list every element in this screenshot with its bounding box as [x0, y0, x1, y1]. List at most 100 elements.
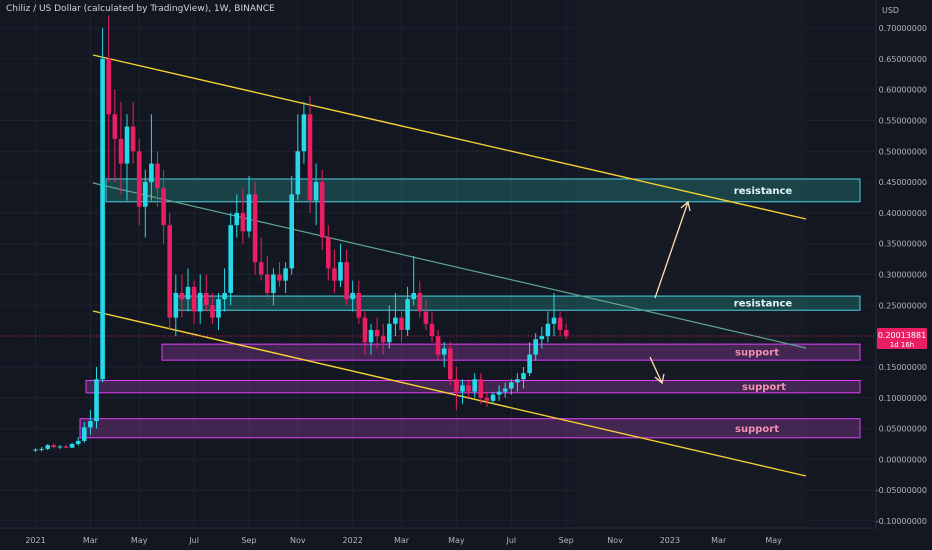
candle-body: [411, 292, 416, 300]
x-tick-label: 2021: [25, 536, 45, 545]
candle-body: [130, 126, 136, 152]
projection-arrows: [649, 200, 691, 385]
candle-body: [313, 182, 319, 201]
candle-body: [173, 292, 179, 318]
x-tick-label: Nov: [607, 536, 623, 545]
candle-body: [551, 317, 557, 324]
grid: [0, 0, 876, 528]
candle-body: [246, 194, 252, 232]
x-tick-label: May: [448, 536, 465, 545]
candle-body: [204, 292, 209, 306]
y-tick-label: 0.05000000: [879, 425, 927, 434]
x-axis[interactable]: 2021 Mar May Jul Sep Nov 2022 Mar May Jul Sep Nov 20…: [25, 536, 782, 545]
y-tick-label: 0.00000000: [879, 455, 927, 464]
y-tick-label: 0.15000000: [879, 363, 927, 372]
y-tick-label: 0.45000000: [879, 178, 927, 187]
arrow-down-line: [649, 356, 663, 384]
candle-body: [258, 262, 264, 275]
candle-body: [216, 299, 221, 318]
candle-body: [496, 391, 502, 395]
candle-body: [521, 373, 526, 380]
channel-upper-line[interactable]: [92, 54, 807, 220]
candle-body: [539, 336, 545, 340]
candle-body: [94, 379, 99, 422]
chart-title: Chiliz / US Dollar (calculated by Tradin…: [6, 4, 275, 14]
candle-body: [234, 212, 240, 226]
candle-body: [289, 194, 294, 269]
candle-body: [527, 354, 532, 374]
x-tick-label: Mar: [394, 536, 410, 545]
price-tag-box: [877, 328, 927, 350]
y-tick-label: 0.25000000: [879, 301, 927, 310]
candle-body: [454, 379, 459, 392]
candle-body: [417, 292, 423, 312]
candle-body: [338, 262, 343, 281]
candle-body: [149, 163, 154, 183]
y-tick-label: -0.05000000: [876, 486, 927, 495]
candle-body: [356, 292, 362, 318]
candle-body: [39, 448, 44, 450]
x-tick-label: Jul: [188, 536, 199, 545]
candle-body: [112, 114, 118, 139]
candle-body: [490, 394, 496, 401]
candles: [33, 15, 569, 452]
candle-body: [33, 449, 38, 451]
candle-body: [307, 114, 313, 201]
candle-body: [301, 114, 307, 152]
candle-body: [210, 305, 215, 318]
candle-body: [393, 317, 398, 324]
candle-body: [69, 443, 75, 448]
candle-body: [563, 329, 569, 337]
arrow-up-line: [654, 201, 689, 299]
candle-body: [252, 194, 258, 263]
support-zone[interactable]: [79, 418, 861, 439]
price-axis-panel[interactable]: [876, 0, 932, 528]
candle-body: [161, 188, 166, 226]
candle-body: [435, 336, 441, 355]
candle-body: [222, 292, 227, 300]
candle-body: [185, 286, 191, 300]
y-tick-label: 0.35000000: [879, 240, 927, 249]
channel-mid-line[interactable]: [92, 182, 807, 349]
zones: [79, 178, 861, 439]
candle-body: [484, 397, 490, 401]
candle-body: [509, 382, 514, 389]
candle-body: [502, 388, 508, 392]
support-zone[interactable]: [161, 343, 861, 361]
resistance-zone[interactable]: [105, 178, 861, 203]
candle-body: [399, 317, 404, 330]
candle-body: [326, 237, 331, 269]
candle-body: [448, 348, 453, 380]
candle-body: [143, 182, 148, 207]
candle-body: [478, 379, 484, 398]
candle-body: [179, 292, 185, 300]
current-price-label: 0.20013881: [878, 331, 926, 340]
candle-body: [387, 323, 392, 343]
candle-body: [118, 138, 124, 164]
candle-body: [405, 299, 410, 330]
candle-body: [271, 274, 276, 293]
candle-body: [45, 445, 50, 449]
channel-lower-line[interactable]: [92, 310, 807, 477]
candle-body: [380, 336, 386, 343]
candle-body: [283, 268, 288, 281]
x-tick-label: Mar: [83, 536, 99, 545]
candle-body: [88, 421, 93, 428]
x-tick-label: Mar: [711, 536, 727, 545]
candle-body: [344, 262, 349, 300]
candle-body: [167, 225, 172, 318]
candle-body: [75, 440, 81, 444]
candle-body: [295, 151, 301, 195]
candle-body: [155, 163, 160, 189]
x-tick-label: Jul: [505, 536, 516, 545]
candle-body: [106, 58, 111, 115]
y-axis: 0.70000000 0.65000000 0.60000000 0.55000000…: [876, 24, 927, 526]
x-tick-label: May: [131, 536, 148, 545]
candle-body: [429, 323, 435, 337]
y-tick-label: 0.10000000: [879, 394, 927, 403]
candle-body: [545, 323, 551, 337]
support-zone-label: support: [735, 348, 779, 359]
projection-area: [574, 0, 806, 528]
candle-body: [191, 286, 197, 312]
